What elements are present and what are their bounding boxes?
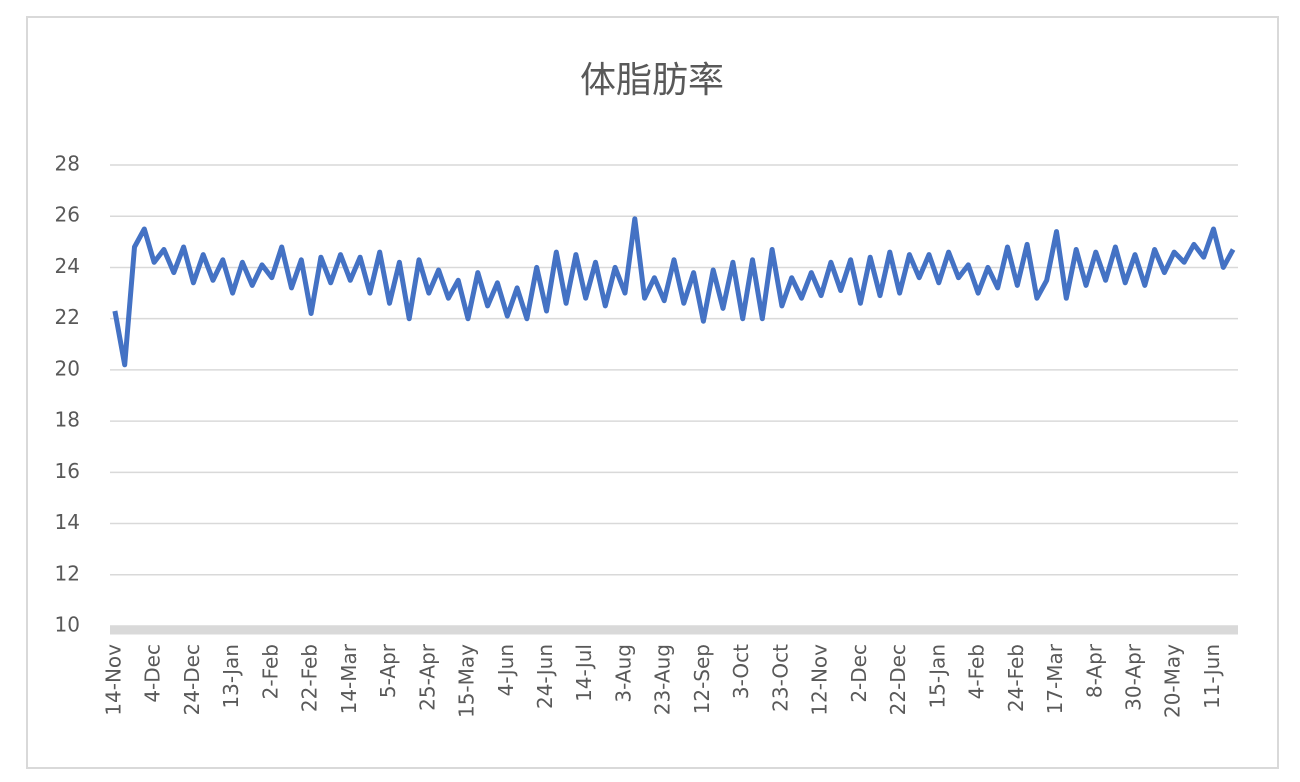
x-tick-label: 14-Mar <box>337 643 361 714</box>
x-tick-label: 15-May <box>455 644 479 718</box>
x-tick-label: 4-Dec <box>141 644 165 703</box>
x-tick-label: 5-Apr <box>376 643 400 698</box>
x-tick-label: 23-Oct <box>768 644 792 712</box>
chart-frame <box>26 16 1279 769</box>
y-tick-label: 20 <box>55 356 80 380</box>
x-tick-label: 4-Feb <box>965 644 989 699</box>
x-tick-label: 2-Feb <box>258 644 282 699</box>
y-tick-label: 10 <box>55 613 80 637</box>
y-tick-label: 26 <box>55 203 80 227</box>
x-tick-label: 8-Apr <box>1082 643 1106 698</box>
data-line <box>112 216 1236 368</box>
x-tick-label: 12-Sep <box>690 644 714 714</box>
chart-title: 体脂肪率 <box>580 60 724 101</box>
x-tick-label: 4-Jun <box>494 644 518 696</box>
x-tick-label: 14-Nov <box>101 644 125 716</box>
x-tick-label: 24-Dec <box>180 644 204 715</box>
x-tick-label: 25-Apr <box>415 643 439 711</box>
x-tick-label: 22-Dec <box>886 644 910 715</box>
y-tick-label: 18 <box>55 408 80 432</box>
y-tick-label: 16 <box>55 459 80 483</box>
y-tick-label: 22 <box>55 305 80 329</box>
x-tick-label: 23-Aug <box>651 644 675 715</box>
x-tick-label: 3-Oct <box>729 644 753 699</box>
x-tick-label: 14-Jul <box>572 644 596 702</box>
y-tick-label: 12 <box>55 561 80 585</box>
x-tick-label: 24-Feb <box>1004 644 1028 712</box>
x-tick-label: 3-Aug <box>611 644 635 703</box>
x-tick-label: 17-Mar <box>1043 643 1067 714</box>
x-tick-label: 2-Dec <box>847 644 871 703</box>
x-tick-label: 30-Apr <box>1122 643 1146 711</box>
y-tick-label: 14 <box>55 510 80 534</box>
x-tick-label: 24-Jun <box>533 644 557 709</box>
y-tick-label: 24 <box>55 254 80 278</box>
x-tick-label: 11-Jun <box>1200 644 1224 709</box>
y-tick-label: 28 <box>55 152 80 176</box>
x-tick-label: 15-Jan <box>925 644 949 709</box>
x-tick-label: 20-May <box>1161 644 1185 718</box>
x-tick-label: 13-Jan <box>219 644 243 709</box>
x-tick-label: 22-Feb <box>298 644 322 712</box>
x-tick-label: 12-Nov <box>808 644 832 716</box>
